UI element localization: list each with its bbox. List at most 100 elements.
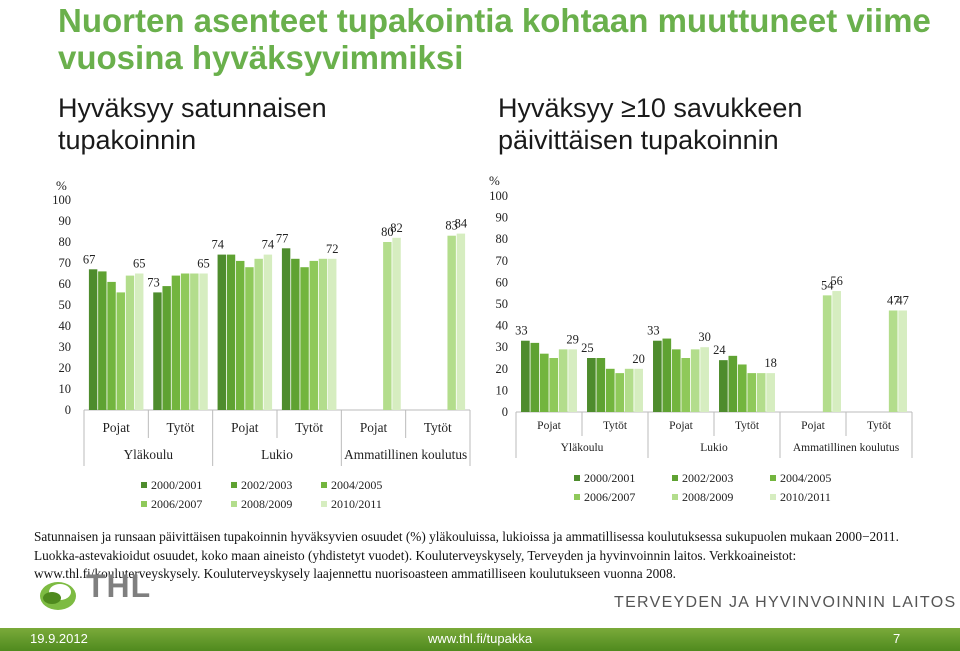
bar bbox=[199, 273, 208, 410]
y-tick-label: 100 bbox=[52, 193, 71, 207]
bar bbox=[171, 275, 181, 410]
bar bbox=[162, 286, 171, 410]
logo-text: THL bbox=[86, 568, 152, 604]
x-tick-label: Tytöt bbox=[424, 420, 452, 435]
bar bbox=[309, 260, 318, 410]
data-label: 24 bbox=[713, 343, 726, 357]
data-label: 20 bbox=[632, 352, 645, 366]
legend-label: 2006/2007 bbox=[584, 490, 635, 504]
legend-label: 2000/2001 bbox=[584, 471, 635, 485]
bar bbox=[539, 353, 549, 412]
y-tick-label: 20 bbox=[59, 361, 72, 375]
bar bbox=[634, 368, 643, 412]
y-tick-label: 30 bbox=[59, 340, 72, 354]
data-label: 25 bbox=[581, 341, 594, 355]
y-tick-label: 20 bbox=[496, 362, 509, 376]
x-tick-label: Tytöt bbox=[867, 420, 892, 432]
legend-label: 2002/2003 bbox=[241, 478, 292, 492]
data-label: 74 bbox=[212, 238, 225, 252]
y-tick-label: 70 bbox=[59, 256, 72, 270]
bar bbox=[88, 269, 98, 410]
bar bbox=[263, 254, 273, 410]
thl-logo-icon bbox=[40, 582, 76, 610]
y-tick-label: 10 bbox=[59, 382, 72, 396]
footer-date: 19.9.2012 bbox=[30, 631, 88, 646]
x-tick-label: Tytöt bbox=[167, 420, 195, 435]
bar bbox=[822, 295, 832, 412]
bar bbox=[766, 373, 775, 412]
y-axis-label: % bbox=[56, 178, 67, 193]
x-group-label: Yläkoulu bbox=[561, 442, 604, 454]
y-tick-label: 40 bbox=[59, 319, 72, 333]
right-chart-heading: Hyväksyy ≥10 savukkeen päivittäisen tupa… bbox=[498, 93, 803, 155]
bar bbox=[832, 291, 841, 412]
legend-swatch bbox=[770, 494, 776, 500]
bar bbox=[328, 258, 337, 410]
y-tick-label: 10 bbox=[496, 383, 509, 397]
organization-name: TERVEYDEN JA HYVINVOINNIN LAITOS bbox=[614, 594, 957, 611]
bar bbox=[898, 310, 907, 412]
data-label: 30 bbox=[698, 330, 711, 344]
bar bbox=[116, 292, 125, 410]
bar bbox=[153, 292, 162, 410]
data-label: 65 bbox=[197, 257, 210, 271]
y-tick-label: 40 bbox=[496, 319, 509, 333]
bar bbox=[135, 273, 144, 410]
data-label: 29 bbox=[566, 332, 579, 346]
data-label: 47 bbox=[887, 293, 900, 307]
bar bbox=[190, 273, 199, 410]
bar bbox=[245, 267, 254, 410]
footer-url[interactable]: www.thl.fi/tupakka bbox=[428, 631, 533, 646]
bar bbox=[671, 349, 681, 412]
y-tick-label: 90 bbox=[59, 214, 72, 228]
bar bbox=[587, 358, 596, 412]
legend-label: 2002/2003 bbox=[682, 471, 733, 485]
data-label: 67 bbox=[83, 252, 96, 266]
y-tick-label: 80 bbox=[496, 232, 509, 246]
bar bbox=[568, 349, 577, 412]
legend-label: 2004/2005 bbox=[780, 471, 831, 485]
legend-swatch bbox=[672, 494, 678, 500]
x-tick-label: Pojat bbox=[102, 420, 130, 435]
bar bbox=[383, 242, 392, 410]
y-tick-label: 90 bbox=[496, 211, 509, 225]
bar bbox=[681, 358, 691, 412]
bar bbox=[888, 310, 898, 412]
legend-swatch bbox=[321, 501, 327, 507]
x-tick-label: Tytöt bbox=[295, 420, 323, 435]
bar bbox=[291, 258, 300, 410]
bar bbox=[624, 368, 634, 412]
x-group-label: Ammatillinen koulutus bbox=[344, 447, 467, 462]
bar bbox=[521, 340, 530, 412]
x-group-label: Ammatillinen koulutus bbox=[793, 442, 900, 454]
data-label: 84 bbox=[455, 217, 468, 231]
bar bbox=[728, 355, 738, 412]
x-tick-label: Tytöt bbox=[735, 420, 760, 432]
legend-swatch bbox=[574, 494, 580, 500]
x-tick-label: Pojat bbox=[231, 420, 259, 435]
legend-swatch bbox=[321, 482, 327, 488]
bar bbox=[596, 358, 606, 412]
x-group-label: Lukio bbox=[261, 447, 293, 462]
bar bbox=[107, 281, 116, 410]
bar bbox=[318, 258, 328, 410]
data-label: 33 bbox=[515, 324, 528, 338]
x-tick-label: Tytöt bbox=[603, 420, 628, 432]
y-tick-label: 80 bbox=[59, 235, 72, 249]
data-label: 80 bbox=[381, 225, 394, 239]
bar bbox=[747, 373, 757, 412]
y-tick-label: 60 bbox=[59, 277, 72, 291]
legend-label: 2010/2011 bbox=[331, 497, 382, 511]
x-tick-label: Pojat bbox=[669, 420, 693, 432]
y-axis-label: % bbox=[489, 173, 500, 188]
legend-label: 2008/2009 bbox=[682, 490, 733, 504]
bar bbox=[125, 275, 135, 410]
y-tick-label: 100 bbox=[489, 189, 508, 203]
data-label: 83 bbox=[445, 219, 458, 233]
figure-caption: Satunnaisen ja runsaan päivittäisen tupa… bbox=[34, 529, 899, 581]
legend-label: 2004/2005 bbox=[331, 478, 382, 492]
bar bbox=[180, 273, 190, 410]
legend-swatch bbox=[672, 475, 678, 481]
bar bbox=[392, 237, 401, 410]
data-label: 47 bbox=[896, 293, 909, 307]
